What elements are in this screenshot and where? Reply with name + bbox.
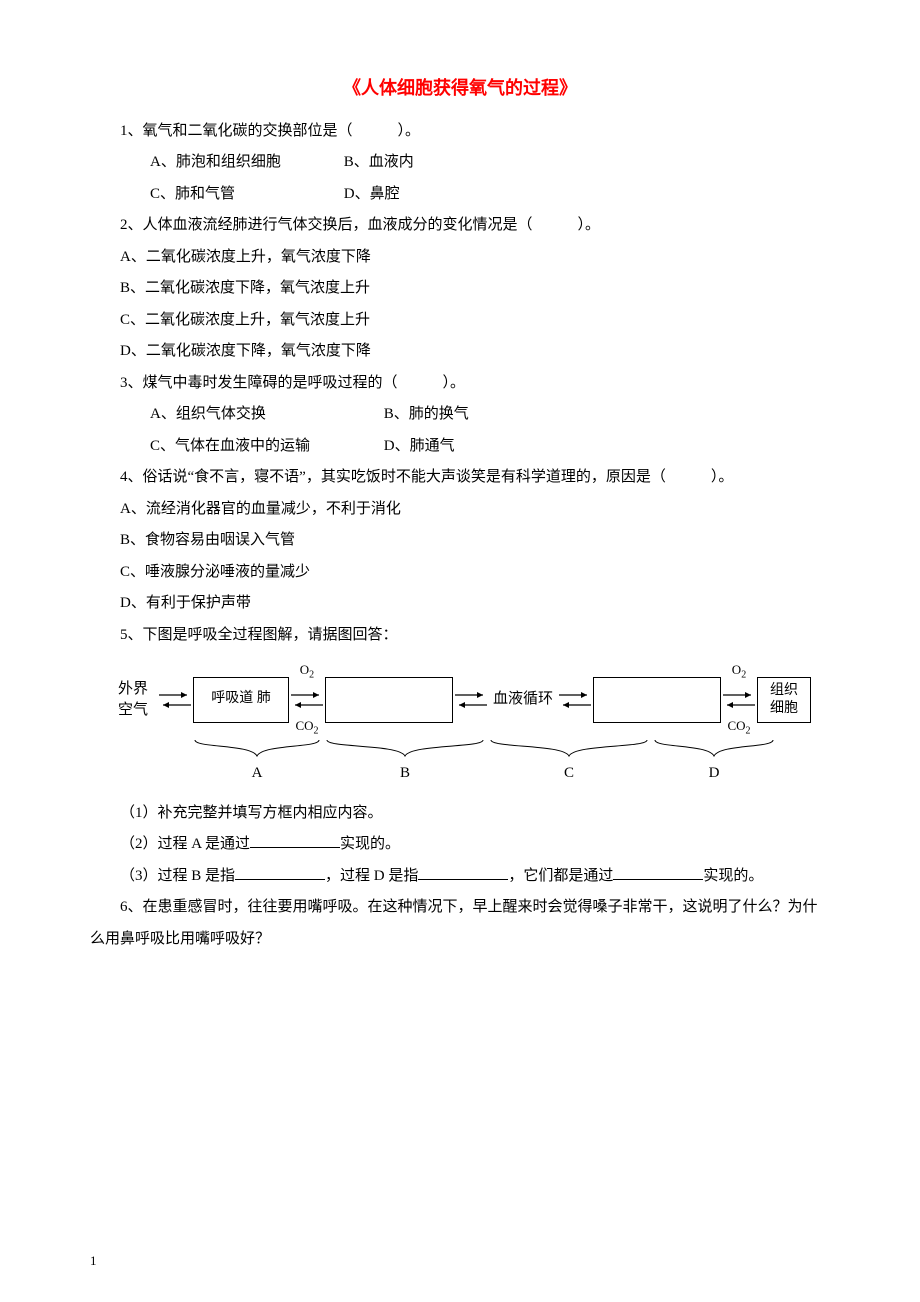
q5-sub2-b: 实现的。 [340, 836, 400, 852]
q1-opt-b: B、血液内 [344, 154, 414, 170]
page: 《人体细胞获得氧气的过程》 1、氧气和二氧化碳的交换部位是（ ）。 A、肺泡和组… [0, 0, 920, 1302]
q3-row1: A、组织气体交换 B、肺的换气 [90, 399, 830, 431]
q1-opt-d: D、鼻腔 [344, 186, 400, 202]
brace-icon [487, 738, 651, 758]
letter-spacer [143, 758, 191, 790]
q1-opt-c: C、肺和气管 [120, 179, 340, 211]
q3-row2: C、气体在血液中的运输 D、肺通气 [90, 431, 830, 463]
brace-a [191, 738, 323, 758]
q5-sub3-b: ，过程 D 是指 [325, 868, 418, 884]
letter-b: B [323, 758, 487, 790]
brace-spacer [143, 738, 191, 758]
doc-title: 《人体细胞获得氧气的过程》 [90, 70, 830, 108]
o2-label-left: O2 [300, 663, 314, 681]
q5-sub3-c: ，它们都是通过 [508, 868, 613, 884]
q1-opt-a: A、肺泡和组织细胞 [120, 147, 340, 179]
outside-line2: 空气 [118, 700, 148, 721]
q3-opt-a: A、组织气体交换 [120, 399, 380, 431]
double-arrow-icon [157, 685, 193, 715]
q1-row1: A、肺泡和组织细胞 B、血液内 [90, 147, 830, 179]
q4-opt-a: A、流经消化器官的血量减少，不利于消化 [90, 494, 830, 526]
o2-label-right: O2 [732, 663, 746, 681]
brace-c [487, 738, 651, 758]
outside-line1: 外界 [118, 679, 148, 700]
outside-air-label: 外界 空气 [109, 679, 157, 721]
q2-opt-d: D、二氧化碳浓度下降，氧气浓度下降 [90, 336, 830, 368]
brace-icon [323, 738, 487, 758]
q5-sub2-a: （2）过程 A 是通过 [120, 836, 250, 852]
q2-opt-b: B、二氧化碳浓度下降，氧气浓度上升 [90, 273, 830, 305]
blood-circulation-label: 血液循环 [489, 684, 557, 716]
q5-sub2: （2）过程 A 是通过 实现的。 [90, 829, 830, 861]
blank-fill [250, 832, 340, 848]
letter-c: C [487, 758, 651, 790]
q5-sub3: （3）过程 B 是指 ，过程 D 是指 ，它们都是通过 实现的。 [90, 861, 830, 893]
box-tissue-cell: 组织 细胞 [757, 677, 811, 723]
arrows-1 [157, 685, 193, 715]
box-blank-1 [325, 677, 453, 723]
double-arrow-icon [289, 685, 325, 715]
page-number: 1 [90, 1247, 97, 1274]
q4-opt-d: D、有利于保护声带 [90, 588, 830, 620]
q5-stem: 5、下图是呼吸全过程图解，请据图回答： [90, 620, 830, 652]
q6: 6、在患重感冒时，往往要用嘴呼吸。在这种情况下，早上醒来时会觉得嗓子非常干，这说… [90, 892, 830, 955]
q2-opt-a: A、二氧化碳浓度上升，氧气浓度下降 [90, 242, 830, 274]
brace-row [90, 738, 830, 758]
brace-icon [651, 738, 777, 758]
q1-row2: C、肺和气管 D、鼻腔 [90, 179, 830, 211]
q5-sub3-a: （3）过程 B 是指 [120, 868, 235, 884]
q4-stem: 4、俗话说“食不言，寝不语”，其实吃饭时不能大声谈笑是有科学道理的，原因是（ ）… [90, 462, 830, 494]
arrows-5: O2 CO2 [721, 663, 757, 736]
respiration-diagram: 外界 空气 呼吸道 肺 O2 [90, 663, 830, 790]
brace-d [651, 738, 777, 758]
co2-label-left: CO2 [295, 719, 318, 737]
box-respiratory-lung: 呼吸道 肺 [193, 677, 289, 723]
q3-opt-d: D、肺通气 [384, 438, 455, 454]
letter-d: D [651, 758, 777, 790]
q4-opt-b: B、食物容易由咽误入气管 [90, 525, 830, 557]
letter-row: A B C D [90, 758, 830, 790]
q5-sub3-d: 实现的。 [703, 868, 763, 884]
arrows-2: O2 CO2 [289, 663, 325, 736]
q1-stem: 1、氧气和二氧化碳的交换部位是（ ）。 [90, 116, 830, 148]
q6-text: 6、在患重感冒时，往往要用嘴呼吸。在这种情况下，早上醒来时会觉得嗓子非常干，这说… [90, 899, 818, 947]
blank-fill [613, 864, 703, 880]
double-arrow-icon [557, 685, 593, 715]
arrows-3 [453, 685, 489, 715]
arrows-4 [557, 685, 593, 715]
brace-icon [191, 738, 323, 758]
q3-opt-c: C、气体在血液中的运输 [120, 431, 380, 463]
q4-opt-c: C、唾液腺分泌唾液的量减少 [90, 557, 830, 589]
blank-fill [418, 864, 508, 880]
q5-sub1: （1）补充完整并填写方框内相应内容。 [90, 798, 830, 830]
diagram-flow-row: 外界 空气 呼吸道 肺 O2 [90, 663, 830, 736]
blank-fill [235, 864, 325, 880]
letter-a: A [191, 758, 323, 790]
tissue-line1: 组织 [770, 682, 798, 700]
q3-stem: 3、煤气中毒时发生障碍的是呼吸过程的（ ）。 [90, 368, 830, 400]
double-arrow-icon [453, 685, 489, 715]
q2-stem: 2、人体血液流经肺进行气体交换后，血液成分的变化情况是（ ）。 [90, 210, 830, 242]
brace-b [323, 738, 487, 758]
tissue-line2: 细胞 [770, 700, 798, 718]
co2-label-right: CO2 [727, 719, 750, 737]
q3-opt-b: B、肺的换气 [384, 406, 469, 422]
q2-opt-c: C、二氧化碳浓度上升，氧气浓度上升 [90, 305, 830, 337]
double-arrow-icon [721, 685, 757, 715]
box-blank-2 [593, 677, 721, 723]
